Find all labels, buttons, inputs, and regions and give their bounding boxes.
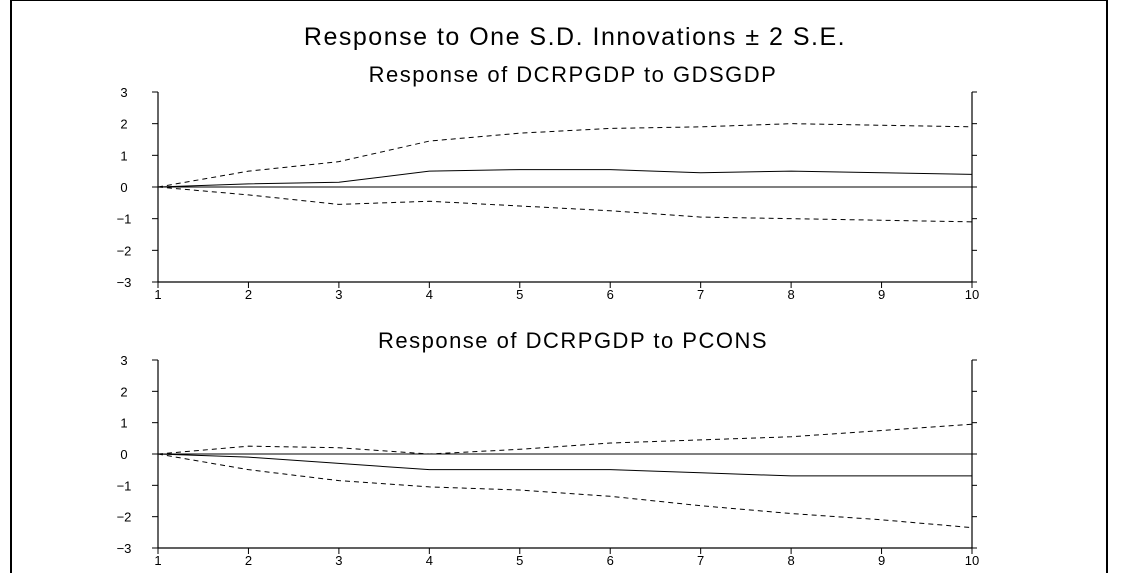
x-tick-label: 10 [965, 287, 979, 302]
x-tick-label: 6 [607, 553, 614, 568]
irf-panel-pcons: Response of DCRPGDP to PCONS −3 −2 −1 0 1 2 3 1 2… [117, 328, 980, 568]
x-tick-label: 7 [697, 553, 704, 568]
x-tick-label: 2 [245, 287, 252, 302]
y-tick-label: −3 [117, 541, 132, 556]
x-tick-label: 9 [878, 287, 885, 302]
figure-title: Response to One S.D. Innovations ± 2 S.E… [304, 23, 846, 51]
x-tick-label: 7 [697, 287, 704, 302]
irf-panel-gdsgdp: Response of DCRPGDP to GDSGDP −3 −2 −1 0 1 2 3 1… [117, 62, 980, 302]
y-tick-label: −2 [117, 510, 132, 525]
panel-title: Response of DCRPGDP to PCONS [378, 328, 768, 353]
y-tick-label: 3 [120, 85, 127, 100]
x-tick-label: 9 [878, 553, 885, 568]
y-tick-label: 1 [120, 148, 127, 163]
x-tick-label: 8 [787, 287, 794, 302]
y-tick-label: 3 [120, 353, 127, 368]
y-tick-label: 0 [120, 180, 127, 195]
confidence-band-line [157, 186, 973, 223]
x-tick-label: 3 [335, 553, 342, 568]
response-line [157, 453, 972, 477]
x-tick-label: 5 [516, 287, 523, 302]
figure-frame [10, 0, 1108, 573]
x-tick-label: 8 [787, 553, 794, 568]
x-tick-label: 2 [245, 553, 252, 568]
x-tick-label: 1 [154, 553, 161, 568]
confidence-band-line [157, 453, 973, 529]
y-tick-label: 0 [120, 447, 127, 462]
confidence-band-line [157, 423, 973, 455]
x-tick-label: 4 [426, 553, 433, 568]
x-tick-label: 10 [965, 553, 979, 568]
y-tick-label: −3 [117, 275, 132, 290]
panel-title: Response of DCRPGDP to GDSGDP [369, 62, 778, 87]
x-tick-label: 6 [607, 287, 614, 302]
y-tick-label: −2 [117, 243, 132, 258]
y-tick-label: 1 [120, 416, 127, 431]
x-tick-label: 4 [426, 287, 433, 302]
y-tick-label: 2 [120, 384, 127, 399]
x-tick-label: 3 [335, 287, 342, 302]
x-tick-label: 5 [516, 553, 523, 568]
x-tick-label: 1 [154, 287, 161, 302]
confidence-band-line [157, 123, 973, 188]
y-tick-label: −1 [117, 212, 132, 227]
response-line [157, 169, 973, 188]
y-tick-label: −1 [117, 478, 132, 493]
y-tick-label: 2 [120, 117, 127, 132]
